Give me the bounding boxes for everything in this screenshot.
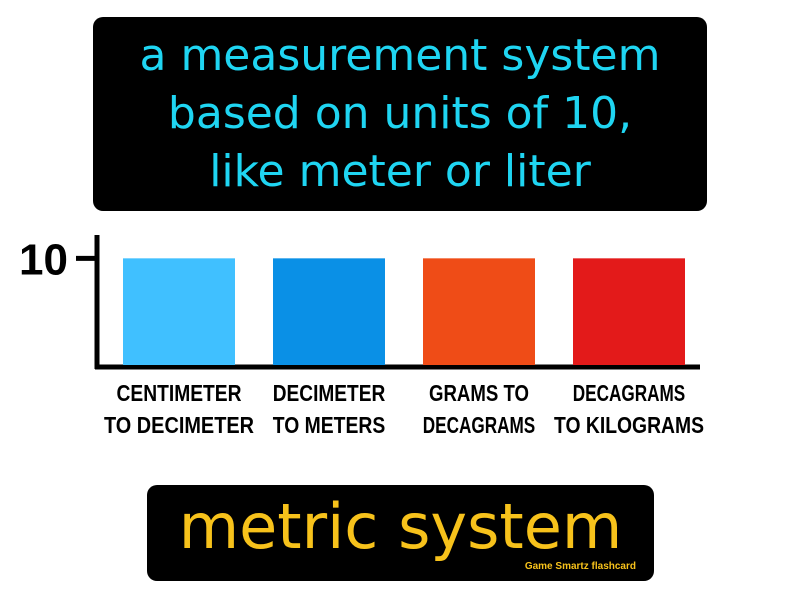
term-box: metric system Game Smartz flashcard (147, 485, 654, 581)
x-tick-label-2: DECIMETER TO METERS (273, 380, 386, 438)
bar-1 (123, 258, 235, 365)
bar-4 (573, 258, 685, 365)
brand-label: Game Smartz flashcard (524, 561, 636, 572)
y-tick-label-1: 10 (19, 235, 68, 284)
definition-box: a measurement system based on units of 1… (93, 17, 707, 211)
x-tick-label-1: CENTIMETER TO DECIMETER (104, 380, 254, 438)
term-title: metric system (178, 490, 623, 563)
definition-line-2: based on units of 10, (167, 88, 633, 139)
x-tick-label-4: DECAGRAMS TO KILOGRAMS (554, 380, 704, 438)
definition-line-1: a measurement system (139, 30, 661, 81)
bar-chart: 10 CENTIMETER TO DECIMETER DECIMETER TO MET… (19, 235, 704, 438)
bar-3 (423, 258, 535, 365)
x-tick-label-3: GRAMS TO DECAGRAMS (423, 380, 536, 438)
bar-2 (273, 258, 385, 365)
definition-line-3: like meter or liter (209, 146, 591, 197)
